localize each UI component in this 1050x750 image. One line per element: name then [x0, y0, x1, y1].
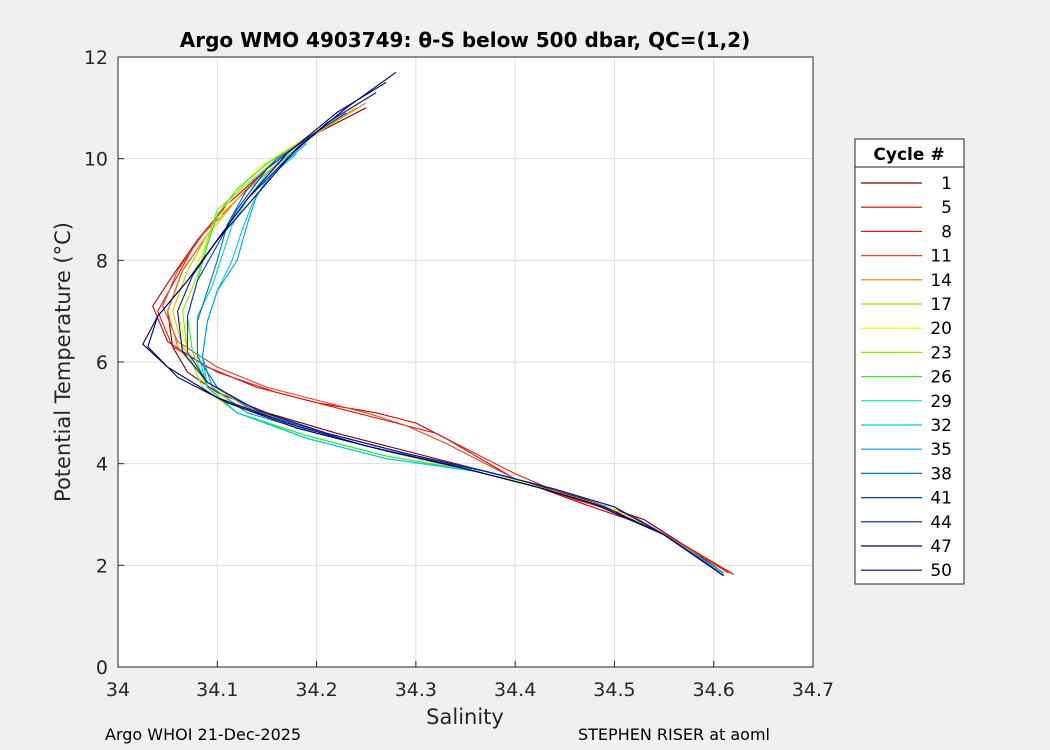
legend-label: 50 [930, 561, 952, 581]
series-line-cycle-44 [177, 92, 724, 576]
x-tick-label: 34.7 [792, 679, 834, 701]
legend-label: 26 [930, 368, 952, 388]
legend-title: Cycle # [873, 145, 944, 165]
x-tick-label: 34.4 [494, 679, 536, 701]
series-line-cycle-1 [167, 107, 724, 574]
legend-entry: 1 [861, 174, 952, 194]
legend-entry: 29 [861, 392, 952, 412]
legend-label: 17 [930, 295, 952, 315]
legend-label: 8 [941, 222, 952, 242]
plot-frame [117, 56, 814, 668]
legend-entry: 5 [861, 198, 952, 218]
legend: Cycle # 1 5 8 11 14 17 20 23 26 29 32 35 38 41 44 47 50 [854, 138, 965, 585]
legend-entry: 44 [861, 513, 952, 533]
y-tick-label: 0 [96, 657, 108, 679]
legend-entry: 38 [861, 464, 952, 484]
legend-label: 41 [930, 489, 952, 509]
series-lines [142, 71, 734, 576]
legend-label: 11 [930, 247, 952, 267]
legend-entry: 32 [861, 416, 952, 436]
legend-entry: 14 [861, 271, 952, 291]
legend-label: 35 [930, 440, 952, 460]
legend-entry: 23 [861, 343, 952, 363]
legend-label: 23 [930, 343, 952, 363]
x-tick-labels: 34 34.1 34.2 34.3 34.4 34.5 34.6 34.7 [106, 679, 834, 701]
legend-label: 32 [930, 416, 952, 436]
legend-entry: 20 [861, 319, 952, 339]
x-tick-label: 34.3 [395, 679, 437, 701]
y-axis-label: Potential Temperature (°C) [51, 222, 75, 502]
x-tick-label: 34.2 [295, 679, 337, 701]
chart-title: Argo WMO 4903749: θ-S below 500 dbar, QC… [180, 28, 750, 52]
x-tick-label: 34 [106, 679, 130, 701]
x-tick-label: 34.6 [693, 679, 735, 701]
footer-left: Argo WHOI 21-Dec-2025 [105, 725, 302, 744]
legend-label: 5 [941, 198, 952, 218]
y-tick-label: 6 [96, 352, 108, 374]
legend-label: 47 [930, 537, 952, 557]
legend-label: 1 [941, 174, 952, 194]
legend-entry: 50 [861, 561, 952, 581]
legend-label: 14 [930, 271, 952, 291]
legend-entry: 47 [861, 537, 952, 557]
legend-label: 44 [930, 513, 952, 533]
x-tick-label: 34.5 [593, 679, 635, 701]
y-tick-label: 8 [96, 250, 108, 272]
legend-label: 20 [930, 319, 952, 339]
series-line-cycle-50 [142, 71, 724, 576]
y-tick-label: 10 [84, 149, 108, 171]
x-axis-label: Salinity [426, 705, 504, 729]
y-tick-label: 4 [96, 454, 108, 476]
footer-right: STEPHEN RISER at aoml [578, 725, 770, 744]
legend-entry: 17 [861, 295, 952, 315]
legend-box [854, 138, 965, 585]
legend-entry: 35 [861, 440, 952, 460]
legend-label: 38 [930, 464, 952, 484]
legend-label: 29 [930, 392, 952, 412]
legend-entry: 8 [861, 222, 952, 242]
y-tick-label: 2 [96, 555, 108, 577]
legend-entry: 11 [861, 247, 952, 267]
legend-entry: 41 [861, 489, 952, 509]
y-tick-label: 12 [84, 47, 108, 69]
x-tick-label: 34.1 [196, 679, 238, 701]
legend-entry: 26 [861, 368, 952, 388]
y-tick-labels: 0 2 4 6 8 10 12 [84, 47, 108, 679]
legend-entries: 1 5 8 11 14 17 20 23 26 29 32 35 38 41 44 47 50 [861, 174, 952, 581]
